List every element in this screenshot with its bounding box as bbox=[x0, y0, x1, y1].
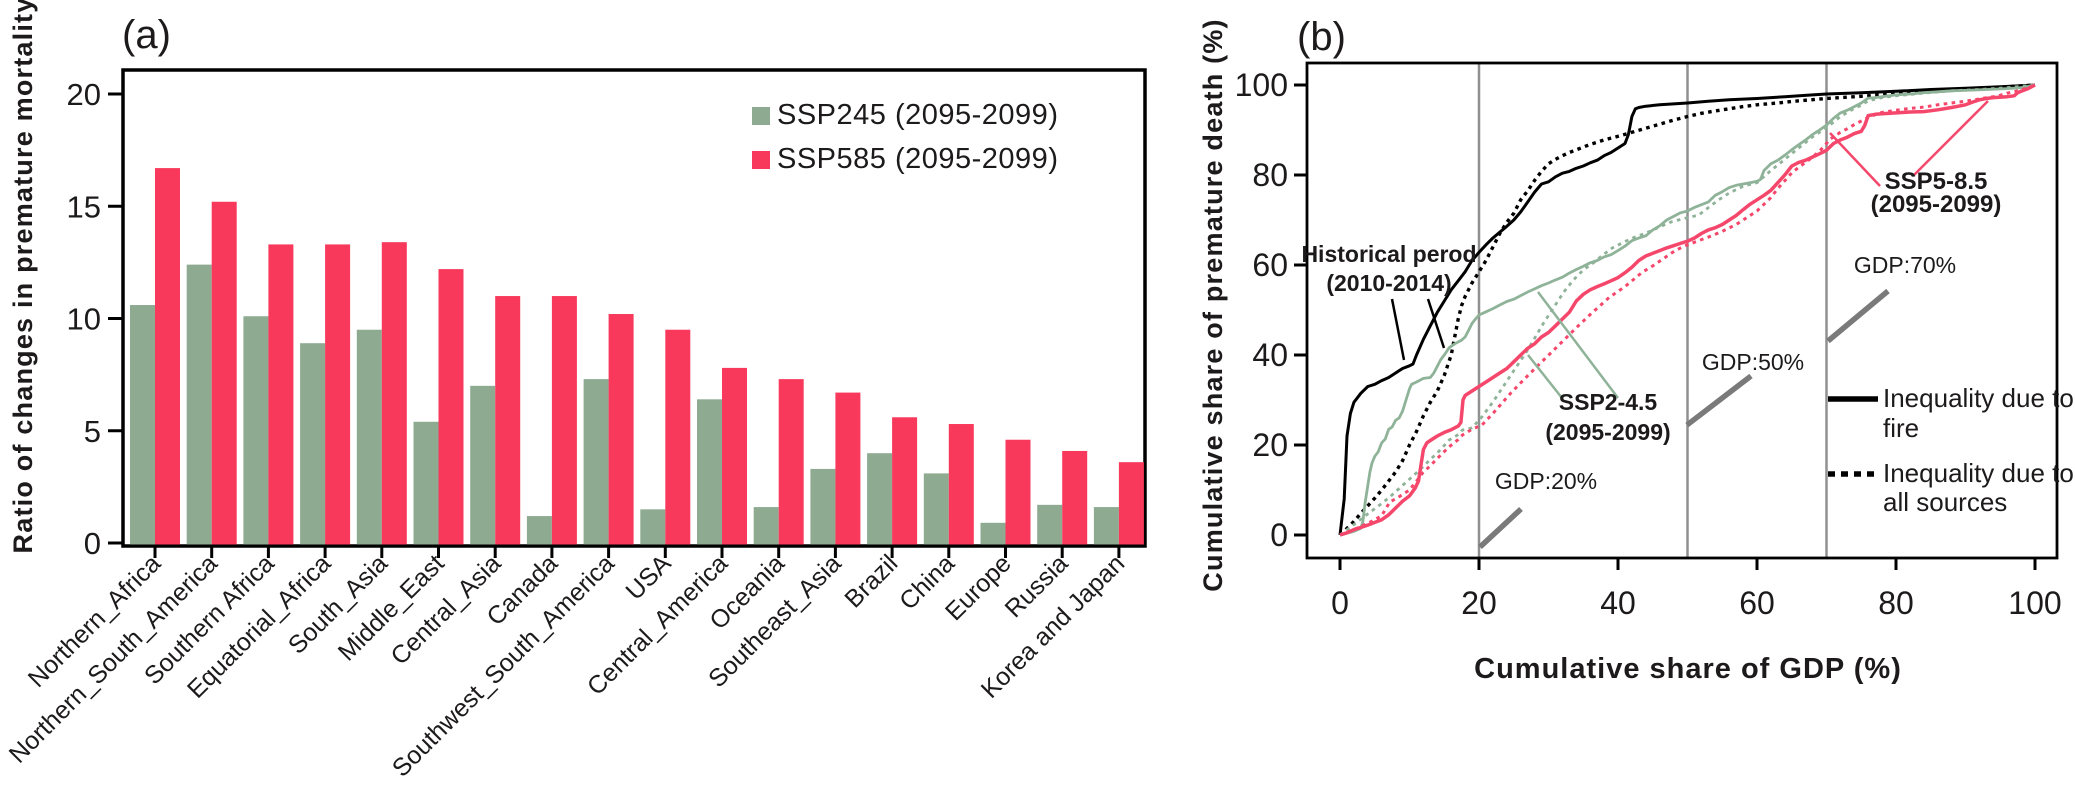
annotation-slant-gdp50 bbox=[1685, 373, 1753, 428]
curve-ssp2-fire bbox=[1339, 83, 2036, 537]
x-tick-label: 100 bbox=[2008, 585, 2061, 621]
annotation-pointer-ssp2 bbox=[1527, 354, 1563, 399]
bar-ssp585 bbox=[1005, 439, 1031, 545]
panel-b-x-axis-title: Cumulative share of GDP (%) bbox=[1474, 653, 1902, 685]
y-tick-label: 0 bbox=[84, 526, 101, 561]
annotation-ssp2: SSP2-4.5 bbox=[1559, 389, 1658, 415]
curve-ssp5-all bbox=[1339, 83, 2036, 537]
annotation-hist: (2010-2014) bbox=[1326, 270, 1451, 296]
legend-label-all: all sources bbox=[1883, 487, 2007, 517]
bar-ssp585 bbox=[1118, 462, 1144, 545]
bar-ssp585 bbox=[608, 314, 634, 545]
y-tick-label: 10 bbox=[67, 302, 101, 337]
panel-a-y-axis-title: Ratio of changes in premature mortality bbox=[8, 0, 38, 553]
annotation-pointer-hist bbox=[1390, 298, 1406, 361]
annotation-slant-gdp70 bbox=[1826, 288, 1890, 344]
bar-ssp245 bbox=[1037, 504, 1063, 545]
bar-ssp585 bbox=[892, 417, 918, 545]
y-tick-label: 5 bbox=[84, 414, 101, 449]
bar-ssp245 bbox=[243, 316, 269, 545]
legend-swatch bbox=[752, 151, 770, 169]
bar-ssp245 bbox=[810, 468, 836, 545]
bar-ssp245 bbox=[640, 509, 666, 545]
legend-label-fire: Inequality due to bbox=[1883, 383, 2074, 413]
annotation-pointer-ssp2 bbox=[1537, 291, 1619, 399]
bar-ssp585 bbox=[325, 244, 351, 545]
x-tick-label: 40 bbox=[1600, 585, 1636, 621]
bar-ssp585 bbox=[268, 244, 294, 545]
panel-a-tag: (a) bbox=[122, 13, 171, 57]
x-tick-label: 60 bbox=[1739, 585, 1775, 621]
bar-ssp245 bbox=[356, 329, 382, 545]
curve-hist-fire bbox=[1338, 83, 2036, 536]
bar-ssp245 bbox=[470, 385, 496, 545]
panel-b-tag: (b) bbox=[1297, 15, 1346, 59]
y-tick-label: 100 bbox=[1235, 67, 1288, 103]
bar-ssp585 bbox=[155, 168, 180, 545]
legend-swatch bbox=[752, 107, 770, 125]
bar-ssp585 bbox=[665, 329, 691, 545]
x-tick-label: 0 bbox=[1331, 585, 1349, 621]
bar-ssp585 bbox=[778, 379, 804, 545]
plot-frame bbox=[121, 68, 1147, 548]
x-tick-label: Brazil bbox=[839, 549, 903, 613]
annotation-ssp5: SSP5-8.5 bbox=[1885, 168, 1988, 195]
annotation-slant-gdp20 bbox=[1478, 506, 1523, 550]
bar-ssp245 bbox=[923, 473, 949, 545]
bar-ssp245 bbox=[186, 264, 212, 545]
legend-label-all: Inequality due to bbox=[1883, 458, 2074, 488]
annotation-hist: Historical perod bbox=[1301, 241, 1476, 267]
bar-ssp585 bbox=[835, 392, 861, 545]
x-tick-label: 80 bbox=[1878, 585, 1914, 621]
y-tick-label: 0 bbox=[1270, 517, 1288, 553]
annotation-gdp50: GDP:50% bbox=[1702, 349, 1804, 375]
y-tick-label: 60 bbox=[1252, 247, 1288, 283]
bar-ssp585 bbox=[948, 424, 974, 545]
bar-ssp245 bbox=[130, 305, 155, 545]
panel-b-y-axis-title: Cumulative share of premature death (%) bbox=[1198, 18, 1228, 591]
curve-ssp5-fire bbox=[1339, 83, 2036, 537]
y-tick-label: 40 bbox=[1252, 337, 1288, 373]
bar-ssp245 bbox=[980, 522, 1006, 545]
bar-ssp245 bbox=[300, 343, 326, 545]
legend-label-fire: fire bbox=[1883, 413, 1919, 443]
annotation-ssp5: (2095-2099) bbox=[1871, 191, 2002, 218]
bar-ssp585 bbox=[381, 242, 407, 545]
bar-ssp245 bbox=[867, 453, 893, 545]
panel-a-bar-chart: 05101520Northern_AfricaNorthern_South_Am… bbox=[4, 0, 1147, 782]
bar-ssp245 bbox=[526, 516, 552, 545]
y-tick-label: 20 bbox=[1252, 427, 1288, 463]
bar-ssp245 bbox=[1093, 507, 1119, 545]
bar-ssp585 bbox=[722, 367, 747, 545]
bar-ssp585 bbox=[211, 201, 237, 545]
legend-label: SSP585 (2095-2099) bbox=[777, 143, 1058, 175]
bar-ssp585 bbox=[1062, 450, 1088, 545]
annotation-pointer-ssp5 bbox=[1829, 132, 1881, 187]
annotation-gdp70: GDP:70% bbox=[1854, 252, 1956, 278]
annotation-gdp20: GDP:20% bbox=[1495, 468, 1597, 494]
y-tick-label: 15 bbox=[67, 189, 101, 224]
bar-ssp245 bbox=[753, 507, 779, 545]
bar-ssp585 bbox=[551, 296, 577, 545]
legend-label: SSP245 (2095-2099) bbox=[777, 99, 1058, 131]
bar-ssp245 bbox=[413, 421, 439, 545]
plot-frame bbox=[1305, 61, 2059, 560]
bar-ssp585 bbox=[438, 269, 464, 545]
y-tick-label: 80 bbox=[1252, 157, 1288, 193]
bar-ssp245 bbox=[583, 379, 609, 545]
annotation-pointer-hist bbox=[1426, 298, 1446, 349]
panel-b-line-chart: 0 20 40 60 80 100 0 20 40 60 80 100 Historical perod… bbox=[1198, 15, 2074, 685]
bar-ssp585 bbox=[495, 296, 521, 545]
x-tick-label: 20 bbox=[1461, 585, 1497, 621]
bar-ssp245 bbox=[697, 399, 722, 545]
y-tick-label: 20 bbox=[67, 77, 101, 112]
annotation-ssp2: (2095-2099) bbox=[1545, 419, 1670, 445]
annotation-pointer-ssp5 bbox=[1912, 100, 1989, 177]
